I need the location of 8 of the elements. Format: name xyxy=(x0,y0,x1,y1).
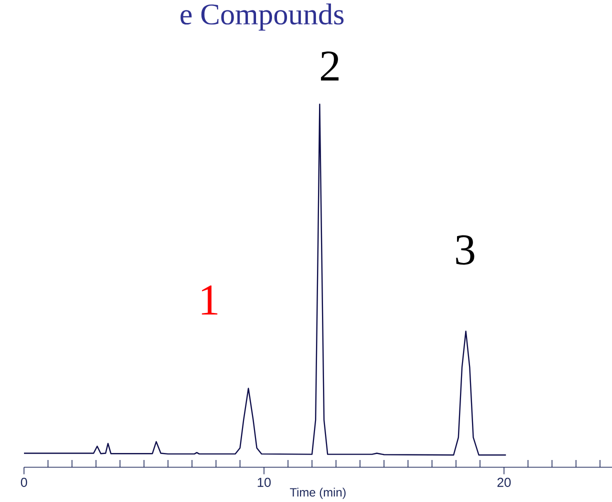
text: 2 xyxy=(320,51,339,81)
x-tick-label: 20 xyxy=(497,478,511,487)
x-axis-title: Time (min) xyxy=(290,488,346,499)
x-tick-label: 0 xyxy=(20,478,28,487)
chart-title: e Compounds xyxy=(180,4,344,31)
x-tick-label: 10 xyxy=(258,478,271,487)
annotation: 3 xyxy=(456,235,474,265)
annotation: 1 xyxy=(202,286,218,314)
